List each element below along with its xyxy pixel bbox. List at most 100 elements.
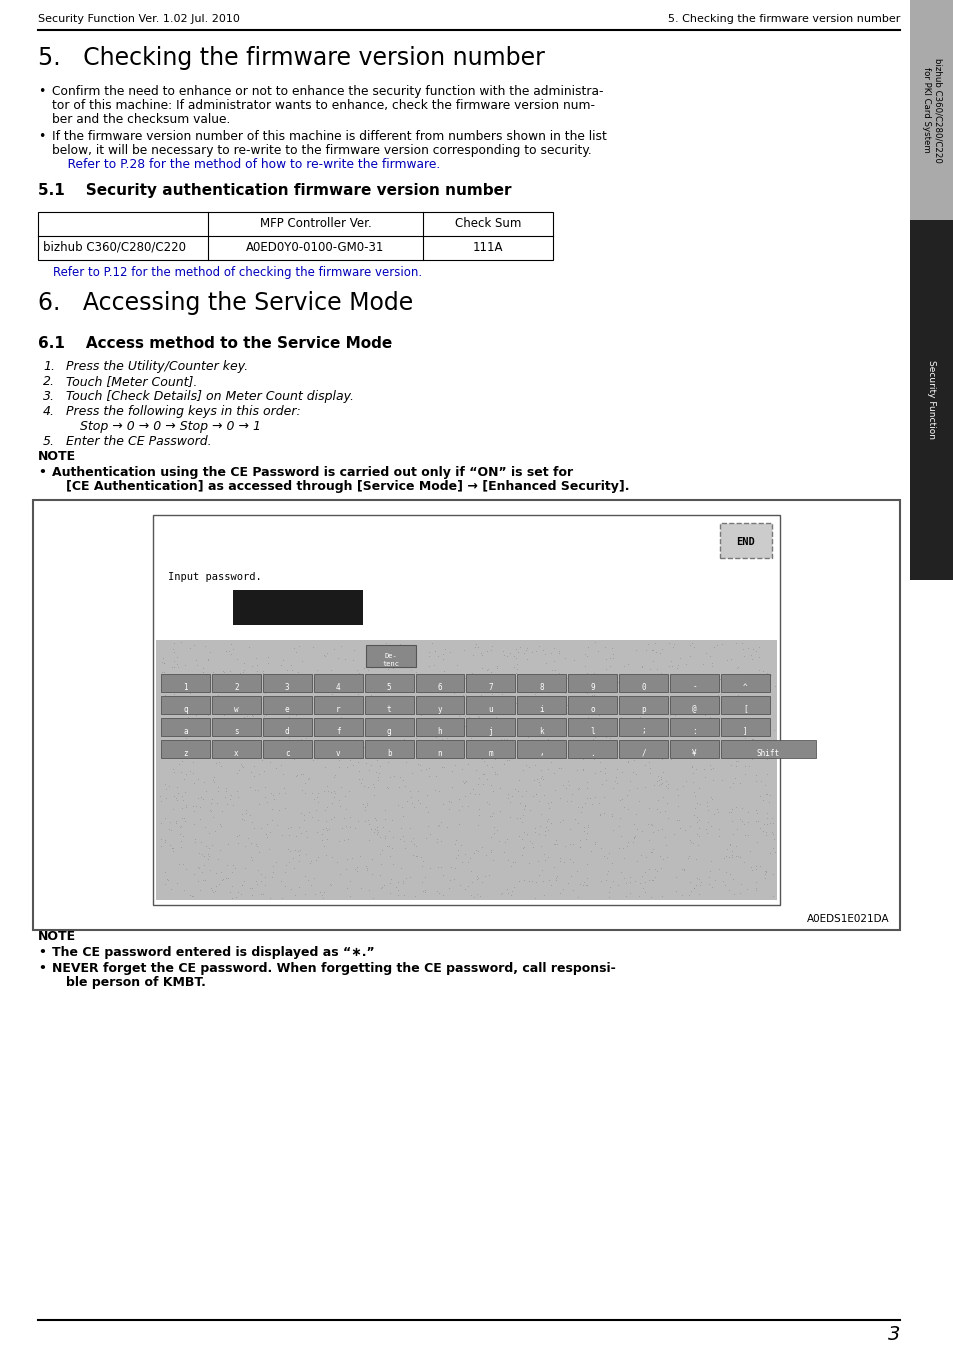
Point bbox=[732, 883, 747, 904]
Point bbox=[186, 634, 201, 656]
Point bbox=[277, 781, 293, 803]
Point bbox=[545, 681, 560, 703]
Point bbox=[689, 868, 704, 890]
Point bbox=[592, 804, 607, 826]
Point bbox=[296, 676, 312, 698]
Point bbox=[528, 871, 543, 892]
Point bbox=[153, 813, 169, 834]
Point bbox=[555, 810, 570, 831]
Point bbox=[585, 749, 600, 771]
Point bbox=[701, 719, 717, 741]
Point bbox=[642, 696, 658, 718]
Point bbox=[611, 711, 626, 733]
Point bbox=[765, 731, 781, 753]
Point bbox=[596, 735, 611, 757]
Point bbox=[238, 733, 253, 754]
Text: :: : bbox=[692, 726, 697, 735]
Point bbox=[557, 683, 572, 704]
Point bbox=[197, 635, 213, 657]
Point bbox=[674, 884, 689, 906]
Point bbox=[671, 723, 686, 745]
Point bbox=[363, 644, 378, 665]
Point bbox=[525, 786, 540, 807]
Bar bbox=[314, 740, 362, 758]
Point bbox=[540, 719, 556, 741]
Point bbox=[371, 763, 386, 784]
Point bbox=[222, 660, 237, 681]
Point bbox=[640, 710, 656, 731]
Point bbox=[213, 814, 228, 836]
Point bbox=[703, 788, 719, 810]
Point bbox=[743, 707, 759, 729]
Point bbox=[483, 756, 498, 777]
Point bbox=[416, 691, 432, 713]
Point bbox=[542, 791, 558, 813]
Point bbox=[570, 887, 585, 909]
Point bbox=[460, 875, 476, 896]
Text: Press the following keys in this order:: Press the following keys in this order: bbox=[66, 406, 300, 418]
Point bbox=[610, 873, 625, 895]
Point bbox=[341, 780, 356, 802]
Point bbox=[269, 814, 284, 836]
Point bbox=[318, 817, 334, 838]
Point bbox=[605, 777, 620, 799]
Point bbox=[376, 721, 392, 742]
Point bbox=[154, 661, 170, 683]
Point bbox=[565, 649, 580, 671]
Point bbox=[634, 821, 649, 842]
Point bbox=[450, 840, 465, 861]
Point bbox=[639, 813, 655, 834]
Point bbox=[361, 758, 376, 780]
Point bbox=[623, 733, 639, 754]
Point bbox=[298, 719, 314, 741]
Point bbox=[448, 829, 463, 850]
Point bbox=[546, 650, 561, 672]
Point bbox=[353, 877, 368, 899]
Point bbox=[531, 772, 546, 794]
Point bbox=[593, 871, 608, 892]
Point bbox=[404, 681, 419, 703]
Point bbox=[167, 691, 182, 713]
Point bbox=[365, 773, 380, 795]
Bar bbox=[161, 696, 210, 714]
Point bbox=[757, 860, 772, 882]
Point bbox=[582, 787, 598, 808]
Point bbox=[414, 665, 429, 687]
Point bbox=[539, 819, 555, 841]
Point bbox=[728, 834, 743, 856]
Point bbox=[258, 823, 274, 845]
Point bbox=[349, 856, 364, 877]
Point bbox=[451, 814, 466, 836]
Point bbox=[332, 698, 347, 719]
Text: Touch [Check Details] on Meter Count display.: Touch [Check Details] on Meter Count dis… bbox=[66, 389, 354, 403]
Point bbox=[274, 825, 290, 846]
Point bbox=[230, 742, 245, 764]
Point bbox=[681, 871, 697, 892]
Point bbox=[410, 790, 425, 811]
Point bbox=[200, 704, 215, 726]
Point bbox=[265, 854, 280, 876]
Point bbox=[351, 810, 366, 831]
Point bbox=[204, 788, 219, 810]
Point bbox=[628, 665, 643, 687]
Point bbox=[262, 822, 277, 844]
Point bbox=[748, 856, 763, 877]
Point bbox=[173, 815, 189, 837]
Point bbox=[736, 852, 751, 873]
Point bbox=[418, 758, 434, 780]
Point bbox=[611, 788, 626, 810]
Text: 3: 3 bbox=[886, 1325, 899, 1344]
Point bbox=[394, 857, 409, 879]
Bar bbox=[568, 740, 617, 758]
Point bbox=[687, 691, 702, 713]
Point bbox=[243, 702, 258, 723]
Point bbox=[224, 688, 239, 710]
Point bbox=[508, 662, 523, 684]
Point bbox=[401, 717, 416, 738]
Point bbox=[648, 641, 663, 662]
Point bbox=[232, 719, 247, 741]
Point bbox=[261, 699, 276, 721]
Point bbox=[736, 671, 751, 692]
Point bbox=[480, 658, 496, 680]
Point bbox=[165, 685, 180, 707]
